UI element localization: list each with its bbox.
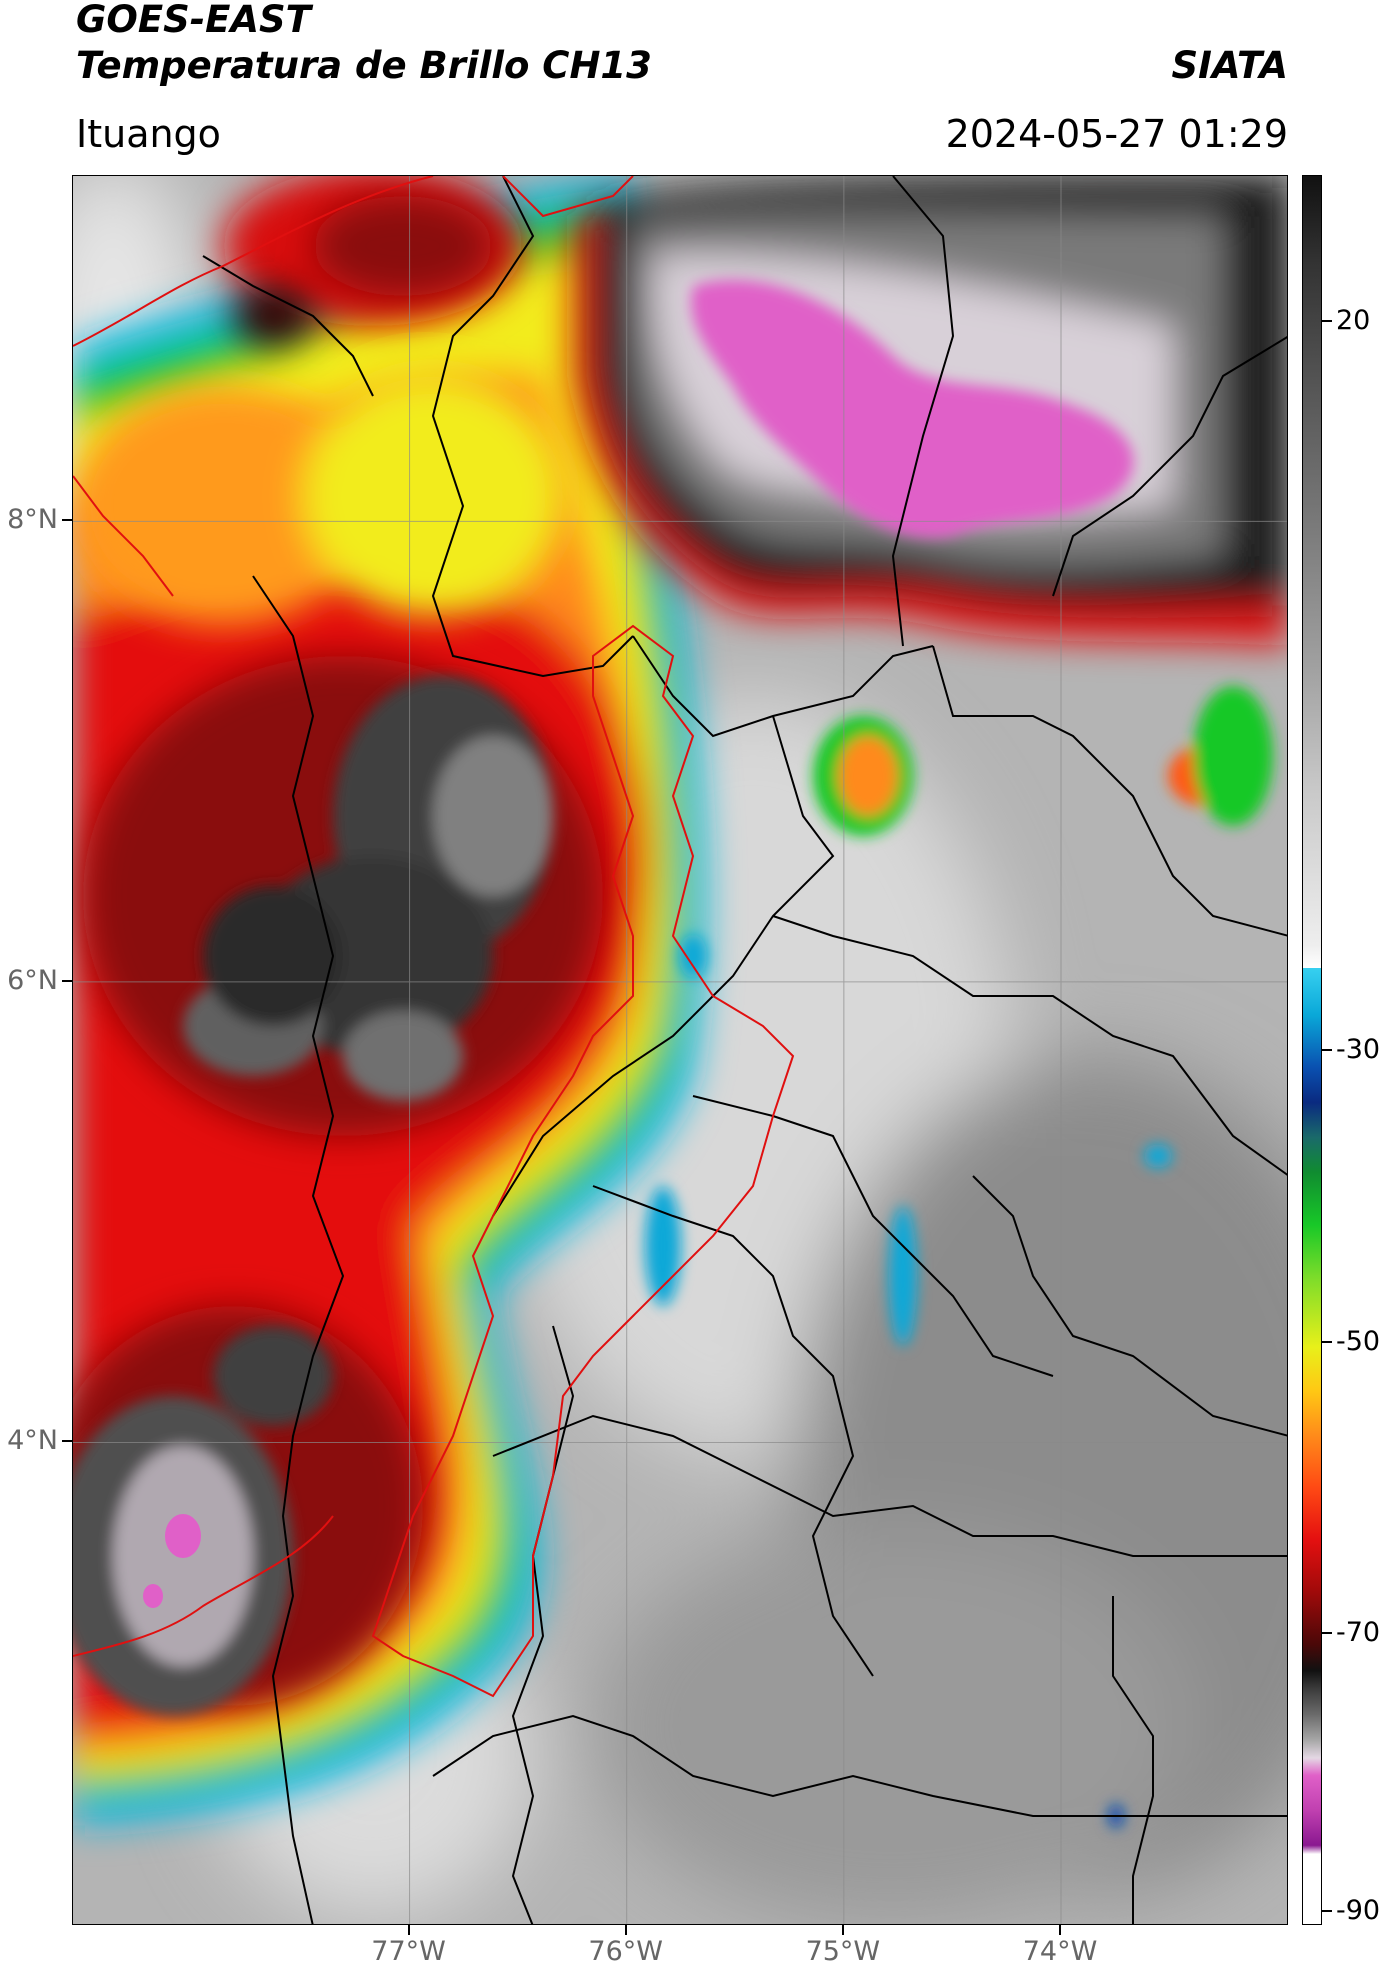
lat-tick	[62, 979, 72, 982]
region-border	[73, 176, 795, 1698]
location-label: Ituango	[76, 112, 221, 156]
lon-tick-label: 74°W	[1022, 1936, 1098, 1967]
colorbar-tick	[1322, 1049, 1332, 1051]
colorbar-tick-label: 20	[1336, 304, 1371, 336]
colorbar-tick	[1322, 1632, 1332, 1635]
lon-tick-label: 77°W	[371, 1936, 446, 1967]
colorbar-tick	[1322, 1340, 1332, 1343]
satellite-title: GOES-EAST	[76, 0, 311, 41]
lon-tick	[841, 1925, 844, 1935]
lon-tick	[1059, 1925, 1061, 1935]
lon-tick-label: 76°W	[588, 1936, 663, 1967]
colorbar-tick-label: -50	[1336, 1325, 1381, 1357]
lat-tick	[62, 519, 72, 522]
satellite-map[interactable]	[72, 175, 1288, 1925]
department-borders	[202, 176, 1287, 1924]
colorbar-tick-label: -70	[1336, 1617, 1381, 1649]
lon-tick	[407, 1925, 410, 1935]
product-title: Temperatura de Brillo CH13	[76, 44, 652, 87]
brand-label: SIATA	[1171, 44, 1288, 87]
lat-tick-label: 6°N	[7, 964, 58, 996]
colorbar-tick-label: -90	[1336, 1895, 1381, 1926]
timestamp-label: 2024-05-27 01:29	[945, 112, 1288, 156]
lat-tick-label: 8°N	[7, 504, 58, 536]
lon-tick	[624, 1925, 627, 1935]
colorbar-tick-label: -30	[1336, 1034, 1381, 1065]
colorbar	[1302, 175, 1322, 1925]
colorbar-tick	[1322, 1910, 1332, 1912]
colorbar-tick	[1322, 319, 1332, 322]
lat-tick-label: 4°N	[7, 1425, 58, 1457]
lon-tick-label: 75°W	[805, 1936, 881, 1967]
map-gridlines	[73, 176, 1287, 1924]
lat-tick	[62, 1440, 72, 1443]
